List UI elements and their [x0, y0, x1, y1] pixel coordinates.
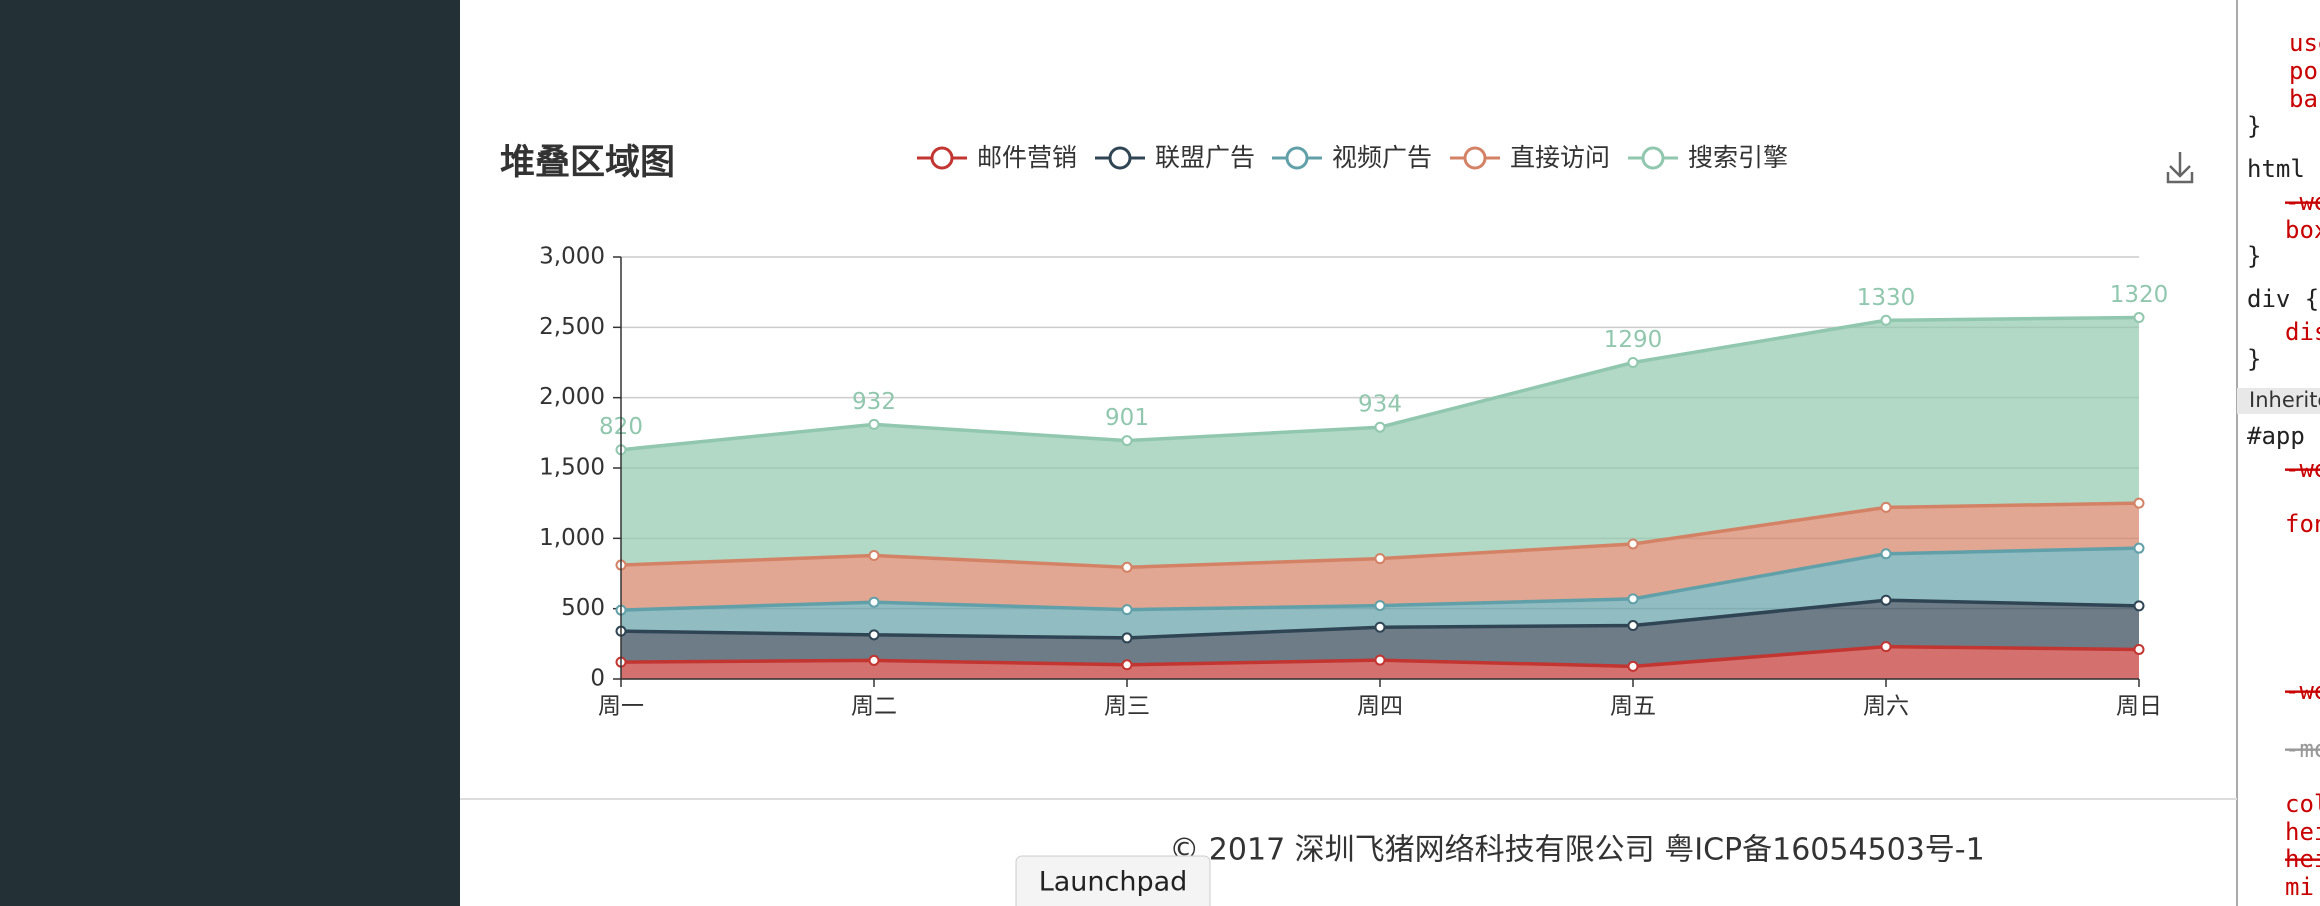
devtools-line: dis — [2285, 318, 2320, 346]
devtools-line: div { — [2247, 285, 2319, 313]
devtools-line: Inherite — [2249, 388, 2320, 412]
point — [2133, 497, 2145, 509]
devtools-line: html — [2247, 155, 2305, 183]
point — [868, 654, 880, 666]
data-label: 932 — [852, 389, 896, 415]
area — [621, 548, 2139, 638]
legend-marker — [1641, 146, 1665, 170]
devtools-line: -we — [2285, 188, 2320, 216]
point — [1880, 501, 1892, 513]
devtools-line: } — [2247, 345, 2261, 373]
legend-marker — [1285, 146, 1309, 170]
devtools — [2237, 0, 2320, 906]
data-label: 901 — [1105, 405, 1149, 431]
point — [1374, 621, 1386, 633]
point — [868, 418, 880, 430]
devtools-line: hei — [2285, 818, 2320, 846]
area — [621, 503, 2139, 611]
devtools-line: -we — [2285, 455, 2320, 483]
x-tick-label: 周二 — [851, 694, 897, 720]
legend-marker — [930, 146, 954, 170]
legend-label: 邮件营销 — [977, 143, 1077, 172]
legend-label: 搜索引擎 — [1688, 143, 1788, 172]
x-tick-label: 周日 — [2116, 694, 2162, 720]
dock-tooltip: Launchpad — [1039, 867, 1188, 898]
point — [1121, 435, 1133, 447]
devtools-line: } — [2247, 242, 2261, 270]
legend-label: 联盟广告 — [1155, 143, 1255, 172]
point — [2133, 311, 2145, 323]
chart-title: 堆叠区域图 — [500, 143, 675, 183]
devtools-line: -we — [2285, 677, 2320, 705]
inherited-band — [2237, 388, 2320, 414]
point — [868, 596, 880, 608]
devtools-line: #app — [2247, 422, 2305, 450]
area — [621, 317, 2139, 568]
point — [1121, 632, 1133, 644]
devtools-line: } — [2247, 112, 2261, 140]
y-tick-label: 1,000 — [539, 525, 605, 551]
legend-label: 直接访问 — [1510, 143, 1610, 172]
data-label: 1320 — [2110, 282, 2169, 308]
y-tick-label: 2,000 — [539, 384, 605, 410]
data-label: 1330 — [1857, 285, 1916, 311]
devtools-line: -mo — [2285, 735, 2320, 763]
data-label: 934 — [1358, 392, 1402, 418]
area — [621, 600, 2139, 667]
legend-marker — [1463, 146, 1487, 170]
download-icon[interactable] — [2166, 152, 2194, 184]
point — [1374, 600, 1386, 612]
devtools-line: mi — [2285, 873, 2314, 901]
x-tick-label: 周四 — [1357, 694, 1403, 720]
point — [1374, 654, 1386, 666]
data-label: 1290 — [1604, 327, 1663, 353]
x-tick-label: 周三 — [1104, 694, 1150, 720]
point — [1627, 357, 1639, 368]
point — [868, 549, 880, 561]
devtools-line: use — [2289, 29, 2320, 57]
devtools-line: pos — [2289, 57, 2320, 85]
point — [1374, 421, 1386, 433]
y-tick-label: 2,500 — [539, 314, 605, 340]
point — [868, 629, 880, 641]
y-tick-label: 3,000 — [539, 244, 605, 270]
devtools-line: col — [2285, 790, 2320, 818]
point — [1627, 660, 1639, 672]
point — [1880, 594, 1892, 606]
point — [1627, 538, 1639, 550]
point — [1880, 548, 1892, 560]
y-tick-label: 500 — [561, 595, 605, 621]
devtools-line: hei — [2285, 845, 2320, 873]
point — [1121, 604, 1133, 616]
devtools-line: fon — [2285, 510, 2320, 538]
x-tick-label: 周六 — [1863, 694, 1909, 720]
point — [1374, 553, 1386, 565]
point — [2133, 542, 2145, 554]
point — [1627, 593, 1639, 605]
point — [1627, 620, 1639, 632]
point — [1121, 561, 1133, 573]
devtools-line: box — [2285, 216, 2320, 244]
point — [2133, 643, 2145, 655]
x-tick-label: 周一 — [598, 694, 644, 720]
y-tick-label: 1,500 — [539, 455, 605, 481]
tooltip-box — [1015, 855, 1211, 906]
download-glyph[interactable] — [2166, 152, 2194, 184]
devtools-line: bac — [2289, 85, 2320, 113]
sidebar — [0, 0, 460, 906]
point — [2133, 600, 2145, 612]
x-tick-label: 周五 — [1610, 694, 1656, 720]
point — [1880, 641, 1892, 653]
point — [1121, 659, 1133, 671]
y-tick-label: 0 — [590, 666, 605, 692]
legend-marker — [1108, 146, 1132, 170]
footer: © 2017 深圳飞猪网络科技有限公司 粤ICP备16054503号-1 — [1169, 833, 1984, 868]
legend-label: 视频广告 — [1332, 143, 1432, 172]
point — [1880, 314, 1892, 326]
